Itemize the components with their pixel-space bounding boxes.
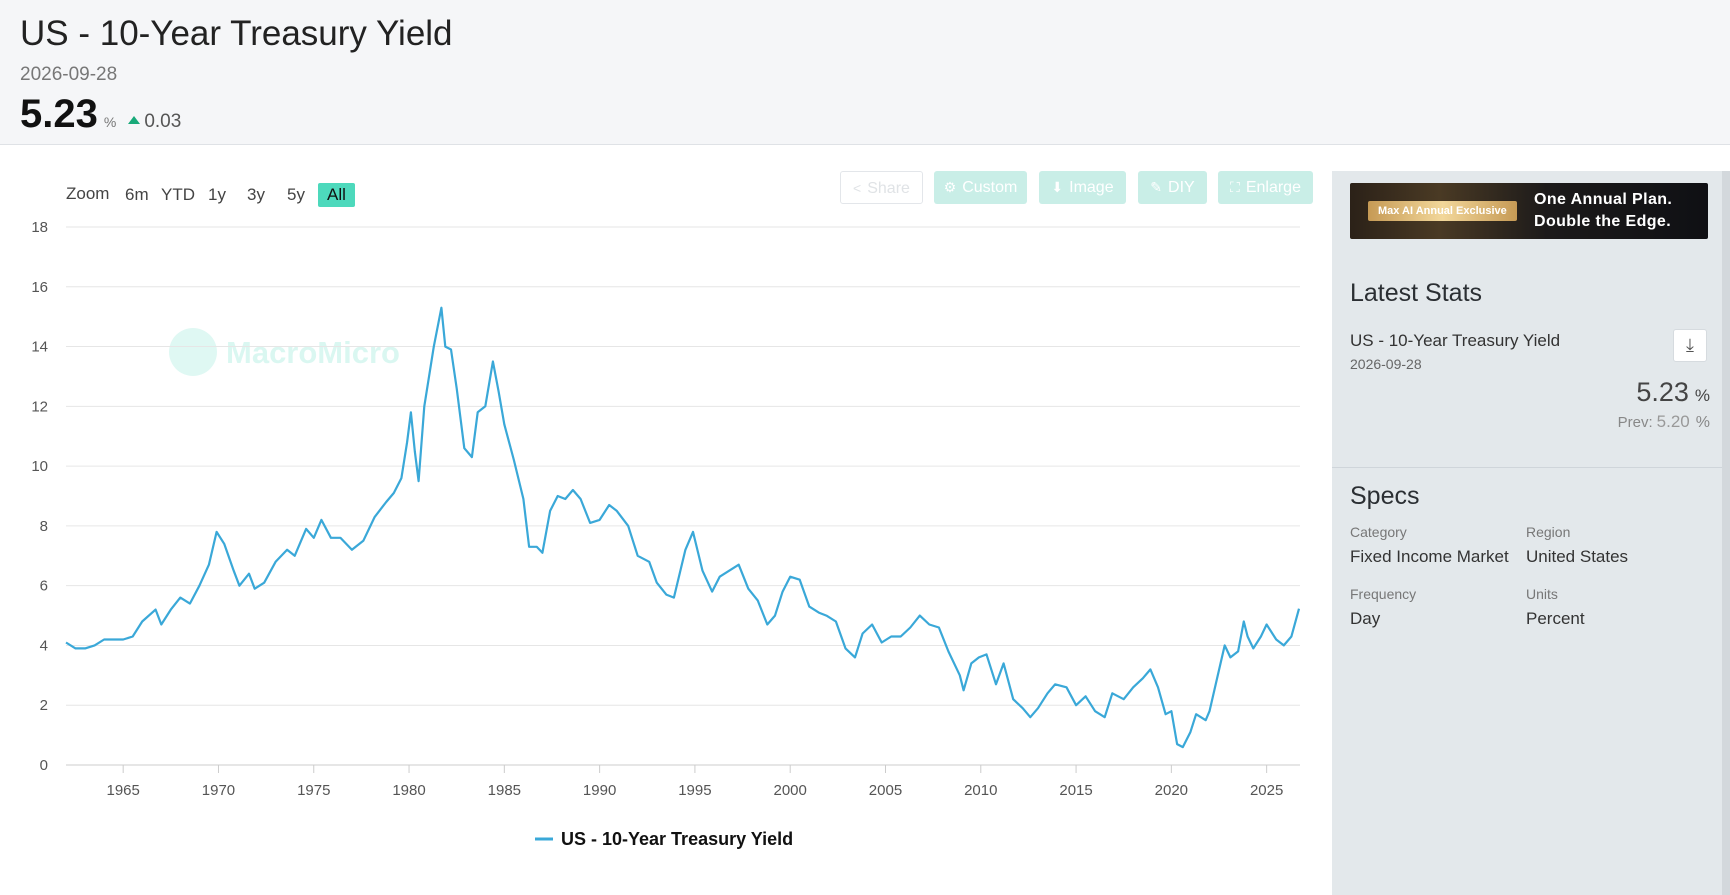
x-tick-label: 2000	[774, 782, 807, 799]
y-tick-label: 16	[31, 279, 48, 296]
gear-icon: ⚙	[943, 179, 957, 195]
image-button[interactable]: ⬇ Image	[1039, 171, 1126, 204]
x-tick-label: 1990	[583, 782, 616, 799]
specs-title: Specs	[1350, 482, 1420, 510]
scrollbar[interactable]	[1722, 171, 1730, 895]
x-tick-label: 2010	[964, 782, 997, 799]
stat-prev: Prev: 5.20%	[1618, 412, 1710, 432]
watermark-text: MacroMicro	[226, 335, 400, 370]
y-tick-label: 12	[31, 398, 48, 415]
y-tick-label: 2	[40, 697, 48, 714]
range-6m-button[interactable]: 6m	[125, 185, 149, 204]
y-tick-label: 0	[40, 757, 48, 774]
x-tick-label: 1975	[297, 782, 330, 799]
spec-frequency-label: Frequency	[1350, 586, 1417, 602]
prev-unit: %	[1695, 414, 1710, 431]
stat-value: 5.23%	[1636, 377, 1710, 408]
banner-line-1: One Annual Plan.	[1534, 191, 1673, 208]
yield-line-chart[interactable]: MacroMicro 0 2 4 6 8 10 12 14 16 18 1965 1970 1975 1…	[0, 145, 1320, 895]
y-tick-label: 10	[31, 458, 48, 475]
stat-name: US - 10-Year Treasury Yield	[1350, 331, 1561, 350]
custom-button[interactable]: ⚙ Custom	[934, 171, 1027, 204]
page-title: US - 10-Year Treasury Yield	[20, 14, 453, 53]
spec-units-label: Units	[1526, 586, 1558, 602]
expand-icon: ⛶	[1230, 179, 1240, 195]
page-header: US - 10-Year Treasury Yield 2026-09-28 5…	[0, 0, 1730, 145]
banner-line-2: Double the Edge.	[1534, 213, 1672, 230]
divider	[1332, 467, 1722, 468]
prev-label: Prev:	[1617, 414, 1653, 431]
promo-banner[interactable]: Max AI Annual Exclusive One Annual Plan.…	[1350, 183, 1708, 239]
share-label: Share	[867, 180, 910, 197]
stat-value-number: 5.23	[1636, 377, 1689, 407]
range-1y-button[interactable]: 1y	[208, 185, 226, 204]
stat-date: 2026-09-28	[1350, 356, 1422, 372]
y-tick-label: 4	[40, 637, 48, 654]
x-tick-label: 2020	[1155, 782, 1188, 799]
x-tick-label: 1985	[488, 782, 521, 799]
prev-value: 5.20	[1656, 412, 1690, 431]
share-button[interactable]: < Share	[840, 171, 923, 204]
value-unit: %	[103, 114, 117, 130]
x-tick-label: 1995	[678, 782, 711, 799]
zoom-label: Zoom	[66, 184, 110, 203]
range-ytd-button[interactable]: YTD	[161, 185, 195, 204]
spec-units-value: Percent	[1526, 609, 1585, 628]
x-tick-label: 2025	[1250, 782, 1283, 799]
legend-label: US - 10-Year Treasury Yield	[561, 829, 793, 849]
range-5y-button[interactable]: 5y	[287, 185, 305, 204]
enlarge-label: Enlarge	[1245, 179, 1301, 196]
banner-text: One Annual Plan. Double the Edge.	[1534, 189, 1672, 233]
pencil-icon: ✎	[1150, 179, 1163, 195]
spec-frequency-value: Day	[1350, 609, 1381, 628]
custom-label: Custom	[962, 179, 1018, 196]
up-arrow-icon	[128, 116, 141, 124]
range-3y-button[interactable]: 3y	[247, 185, 265, 204]
latest-date: 2026-09-28	[20, 64, 118, 85]
latest-stats-title: Latest Stats	[1350, 279, 1483, 307]
series-line	[65, 306, 1301, 749]
y-tick-label: 8	[40, 518, 48, 535]
x-tick-label: 1970	[202, 782, 235, 799]
banner-badge: Max AI Annual Exclusive	[1368, 201, 1517, 221]
x-tick-label: 1980	[392, 782, 425, 799]
spec-region-value: United States	[1526, 547, 1629, 566]
y-tick-label: 14	[31, 339, 48, 356]
spec-region-label: Region	[1526, 524, 1571, 540]
spec-category-value: Fixed Income Market	[1350, 547, 1509, 566]
share-icon: <	[853, 180, 862, 196]
chart-legend[interactable]: US - 10-Year Treasury Yield	[535, 829, 793, 849]
y-tick-label: 6	[40, 578, 48, 595]
enlarge-button[interactable]: ⛶ Enlarge	[1218, 171, 1313, 204]
range-all-button[interactable]: All	[318, 183, 355, 207]
sidebar: Max AI Annual Exclusive One Annual Plan.…	[1332, 171, 1722, 895]
watermark-logo-icon	[169, 328, 217, 376]
x-tick-label: 2005	[869, 782, 902, 799]
image-label: Image	[1069, 179, 1114, 196]
watermark: MacroMicro	[169, 328, 400, 376]
download-button[interactable]: ⤓	[1673, 329, 1707, 362]
x-tick-label: 1965	[106, 782, 139, 799]
stat-unit: %	[1694, 386, 1710, 405]
latest-value-row: 5.23% 0.03	[20, 92, 181, 136]
diy-label: DIY	[1168, 179, 1195, 196]
x-tick-label: 2015	[1059, 782, 1092, 799]
change-value: 0.03	[144, 111, 182, 132]
download-icon: ⬇	[1051, 179, 1064, 195]
spec-category-label: Category	[1350, 524, 1407, 540]
download-icon: ⤓	[1686, 335, 1694, 355]
latest-value: 5.23	[20, 92, 98, 136]
diy-button[interactable]: ✎ DIY	[1138, 171, 1207, 204]
y-tick-label: 18	[31, 219, 48, 236]
